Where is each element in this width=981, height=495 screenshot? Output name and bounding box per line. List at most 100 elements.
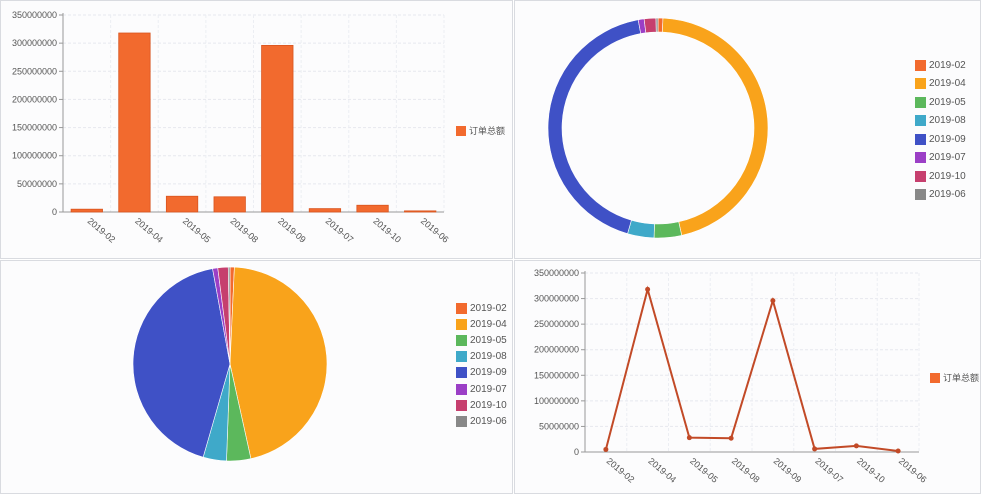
legend-item[interactable]: 2019-10 xyxy=(915,167,966,186)
y-tick-label: 200000000 xyxy=(534,345,579,355)
legend-swatch xyxy=(456,415,467,427)
legend-item[interactable]: 2019-07 xyxy=(915,149,966,168)
legend-swatch xyxy=(915,59,926,71)
data-point xyxy=(770,298,776,304)
legend-item[interactable]: 订单总额 xyxy=(930,371,979,384)
x-tick-label: 2019-09 xyxy=(276,216,308,245)
x-tick-label: 2019-07 xyxy=(813,456,845,485)
y-tick-label: 200000000 xyxy=(12,94,57,104)
legend-label: 2019-06 xyxy=(929,189,966,201)
data-point xyxy=(603,446,609,452)
y-tick-label: 350000000 xyxy=(12,10,57,20)
legend-swatch xyxy=(915,96,926,108)
data-point xyxy=(895,448,901,454)
y-tick-label: 250000000 xyxy=(12,66,57,76)
legend-swatch xyxy=(456,383,467,395)
bar xyxy=(404,210,437,213)
x-tick-label: 2019-04 xyxy=(133,216,165,245)
data-point xyxy=(686,435,692,441)
pie-chart xyxy=(132,266,328,462)
legend-swatch xyxy=(456,125,466,136)
series-line xyxy=(604,285,899,452)
legend-label: 2019-04 xyxy=(929,78,966,90)
x-tick-label: 2019-08 xyxy=(730,456,762,485)
data-point xyxy=(812,446,818,452)
x-tick-label: 2019-02 xyxy=(86,216,118,245)
x-tick-label: 2019-10 xyxy=(855,456,887,485)
x-tick-label: 2019-10 xyxy=(371,216,403,245)
y-tick-label: 0 xyxy=(52,207,57,217)
bar-chart-legend[interactable]: 订单总额 xyxy=(456,124,505,137)
data-point xyxy=(728,435,734,441)
legend-swatch xyxy=(915,152,926,164)
x-tick-label: 2019-06 xyxy=(419,216,451,245)
legend-item[interactable]: 2019-10 xyxy=(456,397,507,413)
legend-label: 2019-08 xyxy=(470,351,507,363)
x-tick-label: 2019-02 xyxy=(605,456,637,485)
bar-chart: 0 50000000 100000000 150000000 200000000 2500… xyxy=(12,10,451,245)
legend-label: 2019-09 xyxy=(470,367,507,379)
legend-item[interactable]: 2019-06 xyxy=(456,413,507,429)
legend-label: 订单总额 xyxy=(943,373,980,383)
bar-chart-panel: 0 50000000 100000000 150000000 200000000 2500… xyxy=(0,0,513,259)
line-chart-panel: 0 50000000 100000000 150000000 200000000 2500… xyxy=(514,260,981,494)
pie-slice xyxy=(653,221,683,239)
legend-item[interactable]: 2019-04 xyxy=(915,75,966,94)
x-tick-label: 2019-09 xyxy=(772,456,804,485)
legend-label: 2019-02 xyxy=(470,302,507,314)
legend-item[interactable]: 2019-07 xyxy=(456,381,507,397)
legend-item[interactable]: 2019-04 xyxy=(456,316,507,332)
bar xyxy=(118,32,151,213)
legend-swatch xyxy=(915,133,926,145)
y-tick-label: 300000000 xyxy=(12,38,57,48)
legend-swatch xyxy=(915,170,926,182)
legend-item[interactable]: 2019-06 xyxy=(915,186,966,205)
legend-item[interactable]: 订单总额 xyxy=(456,124,505,137)
pie-slice xyxy=(227,266,231,365)
legend-label: 2019-02 xyxy=(929,59,966,71)
pie-slice xyxy=(662,17,769,236)
y-tick-label: 100000000 xyxy=(12,151,57,161)
bar xyxy=(213,196,246,213)
legend-swatch xyxy=(915,78,926,90)
legend-item[interactable]: 2019-05 xyxy=(915,93,966,112)
donut-chart-legend[interactable]: 2019-02 2019-04 2019-05 2019-08 2019-09 2019-… xyxy=(915,56,966,204)
legend-label: 2019-08 xyxy=(929,115,966,127)
x-tick-label: 2019-05 xyxy=(181,216,213,245)
y-tick-label: 100000000 xyxy=(534,396,579,406)
y-tick-label: 250000000 xyxy=(534,319,579,329)
pie-slice xyxy=(627,219,655,239)
legend-label: 2019-04 xyxy=(470,318,507,330)
y-tick-label: 150000000 xyxy=(534,370,579,380)
bar xyxy=(261,44,294,213)
legend-item[interactable]: 2019-02 xyxy=(915,56,966,75)
y-tick-label: 150000000 xyxy=(12,123,57,133)
x-tick-label: 2019-07 xyxy=(324,216,356,245)
bar xyxy=(308,208,342,213)
legend-swatch xyxy=(456,334,467,346)
legend-item[interactable]: 2019-09 xyxy=(456,365,507,381)
legend-swatch xyxy=(915,189,926,201)
y-tick-label: 350000000 xyxy=(534,268,579,278)
legend-swatch xyxy=(915,115,926,127)
pie-chart-legend[interactable]: 2019-02 2019-04 2019-05 2019-08 2019-09 2019-… xyxy=(456,300,507,430)
legend-item[interactable]: 2019-09 xyxy=(915,130,966,149)
y-tick-label: 50000000 xyxy=(539,421,579,431)
legend-item[interactable]: 2019-05 xyxy=(456,332,507,348)
legend-label: 2019-05 xyxy=(929,96,966,108)
legend-swatch xyxy=(456,318,467,330)
legend-item[interactable]: 2019-08 xyxy=(456,349,507,365)
donut-chart-panel: 2019-02 2019-04 2019-05 2019-08 2019-09 2019-… xyxy=(514,0,981,259)
legend-swatch xyxy=(930,372,940,383)
bar xyxy=(165,195,199,213)
line-chart-legend[interactable]: 订单总额 xyxy=(930,371,979,384)
legend-item[interactable]: 2019-02 xyxy=(456,300,507,316)
y-tick-label: 300000000 xyxy=(534,294,579,304)
legend-swatch xyxy=(456,399,467,411)
legend-item[interactable]: 2019-08 xyxy=(915,112,966,131)
data-point xyxy=(645,286,651,292)
x-tick-label: 2019-08 xyxy=(228,216,260,245)
data-point xyxy=(853,443,859,449)
pie-slice xyxy=(643,17,657,34)
x-tick-label: 2019-05 xyxy=(688,456,720,485)
